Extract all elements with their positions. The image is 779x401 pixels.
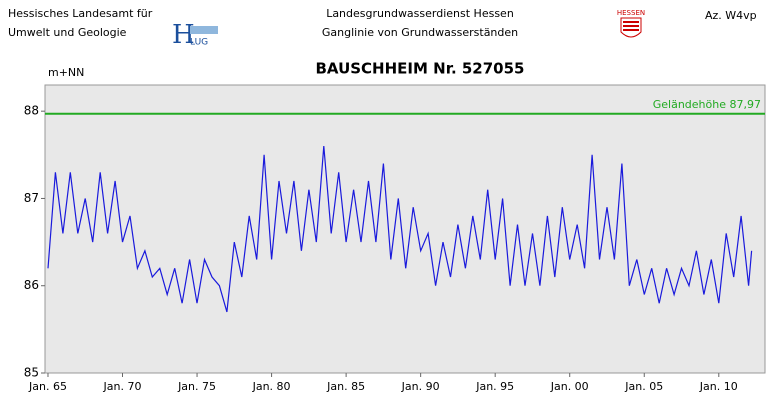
logo-sub: LUG <box>190 38 208 48</box>
logo-band <box>190 26 218 34</box>
agency-line: Umwelt und Geologie <box>8 26 127 39</box>
subtitle: Ganglinie von Grundwasserständen <box>322 26 518 39</box>
service: Landesgrundwasserdienst Hessen <box>326 7 514 20</box>
chart-title: BAUSCHHEIM Nr. 527055 <box>315 60 524 78</box>
x-tick-label: Jan. 75 <box>177 380 216 393</box>
x-tick-label: Jan. 00 <box>550 380 589 393</box>
x-tick-label: Jan. 70 <box>103 380 142 393</box>
y-axis-label: m+NN <box>48 66 84 79</box>
x-tick-label: Jan. 95 <box>475 380 514 393</box>
series-line <box>47 146 753 313</box>
x-tick-label: Jan. 65 <box>28 380 67 393</box>
agency-line: Hessisches Landesamt für <box>8 7 153 20</box>
reference: Az. W4vp <box>705 9 757 22</box>
y-tick-label: 87 <box>24 191 39 205</box>
y-tick-label: 86 <box>24 278 39 292</box>
x-tick-label: Jan. 80 <box>252 380 291 393</box>
x-tick-label: Jan. 05 <box>624 380 663 393</box>
reference-label: Geländehöhe 87,97 <box>653 98 761 111</box>
x-tick-label: Jan. 10 <box>699 380 738 393</box>
crest <box>620 17 642 38</box>
y-tick-label: 88 <box>24 104 39 118</box>
y-tick-label: 85 <box>24 366 39 380</box>
x-tick-label: Jan. 85 <box>326 380 365 393</box>
x-tick-label: Jan. 90 <box>401 380 440 393</box>
state: HESSEN <box>617 9 645 17</box>
logo-letter: H <box>172 20 195 50</box>
plot-area <box>44 84 766 374</box>
